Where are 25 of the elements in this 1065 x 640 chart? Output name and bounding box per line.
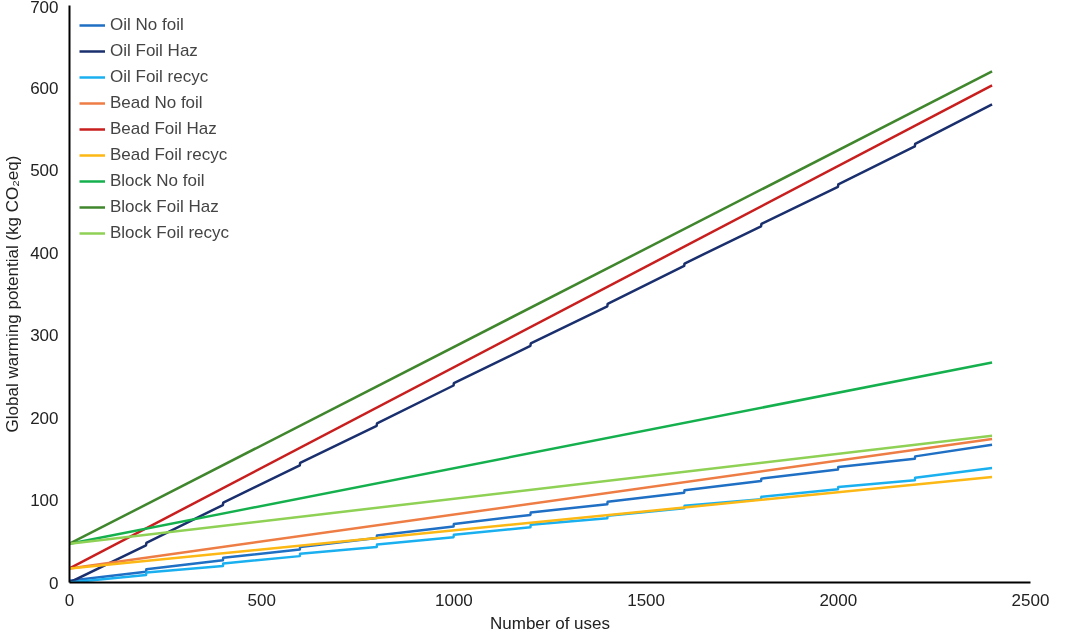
- x-tick-label: 2000: [819, 590, 858, 610]
- x-tick-label: 2500: [1011, 590, 1050, 610]
- legend-label: Bead No foil: [110, 93, 203, 113]
- legend-label: Block Foil recyc: [110, 223, 230, 243]
- x-tick-label: 500: [247, 590, 276, 610]
- y-tick-label: 300: [30, 326, 59, 346]
- legend-label: Block Foil Haz: [110, 197, 219, 217]
- y-tick-label: 0: [49, 573, 59, 593]
- y-tick-label: 700: [30, 0, 59, 17]
- x-axis-title: Number of uses: [490, 613, 610, 633]
- legend-label: Block No foil: [110, 171, 205, 191]
- x-tick-label: 1000: [434, 590, 473, 610]
- y-tick-label: 200: [30, 408, 59, 428]
- legend-label: Bead Foil recyc: [110, 145, 228, 165]
- legend-label: Oil No foil: [110, 15, 184, 35]
- legend-label: Oil Foil Haz: [110, 41, 198, 61]
- legend-label: Oil Foil recyc: [110, 67, 209, 87]
- x-tick-label: 0: [64, 590, 75, 610]
- x-tick-label: 1500: [627, 590, 666, 610]
- legend-label: Bead Foil Haz: [110, 119, 217, 139]
- y-axis-title: Global warming potential (kg CO₂eq): [3, 155, 23, 433]
- y-tick-label: 600: [30, 78, 59, 98]
- y-tick-label: 100: [30, 491, 59, 511]
- y-tick-label: 400: [30, 243, 59, 263]
- y-tick-label: 500: [30, 161, 59, 181]
